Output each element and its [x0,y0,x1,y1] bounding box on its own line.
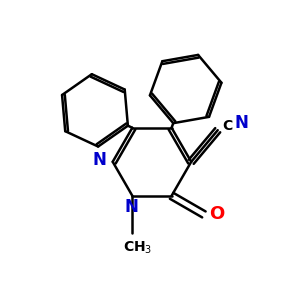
Text: N: N [234,114,248,132]
Text: N: N [92,151,106,169]
Text: O: O [209,206,224,224]
Text: C: C [222,119,233,133]
Text: N: N [124,198,138,216]
Text: CH$_3$: CH$_3$ [123,240,152,256]
